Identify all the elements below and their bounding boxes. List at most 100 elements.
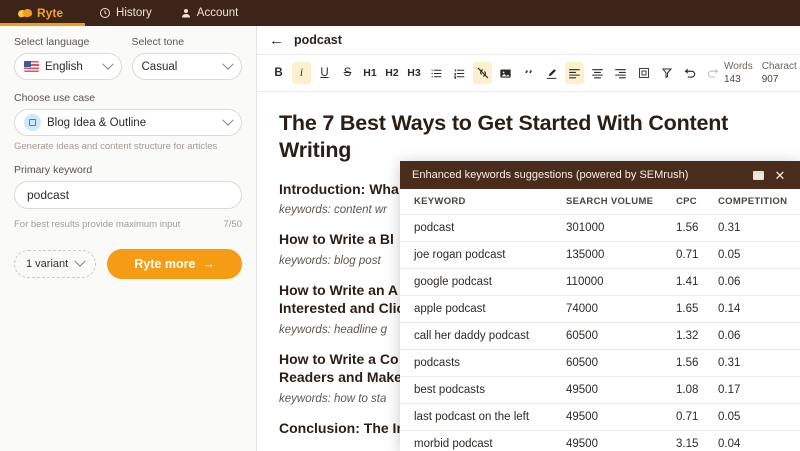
cell-keyword: podcast — [414, 222, 455, 234]
editor-counters: Words 143 Charact 907 — [724, 60, 799, 87]
keyword-table: KEYWORD SEARCH VOLUME CPC COMPETITION po… — [400, 189, 800, 451]
align-left-icon[interactable] — [565, 62, 584, 84]
section-keywords: keywords: blog post — [279, 254, 381, 267]
cell-competition: 0.06 — [718, 276, 741, 288]
primary-keyword-input[interactable]: podcast — [14, 181, 242, 209]
tone-select[interactable]: Casual — [131, 53, 242, 80]
close-icon[interactable]: ✕ — [774, 167, 786, 183]
top-navigation-bar: Ryte History Account — [0, 0, 800, 26]
heading-3-button[interactable]: H3 — [407, 67, 421, 79]
nav-item-account[interactable]: Account — [166, 0, 253, 26]
tone-label: Select tone — [131, 36, 185, 48]
cell-cpc: 1.32 — [676, 330, 699, 342]
redo-icon[interactable] — [703, 62, 722, 84]
language-value: English — [45, 60, 83, 73]
ryte-more-button[interactable]: Ryte more → — [107, 249, 242, 279]
table-row[interactable]: joe rogan podcast 135000 0.71 0.05 — [400, 242, 800, 269]
variant-select[interactable]: 1 variant — [14, 250, 97, 278]
quote-icon[interactable] — [519, 62, 538, 84]
chevron-down-icon — [222, 114, 234, 126]
ryte-more-label: Ryte more — [134, 257, 196, 271]
image-icon[interactable] — [496, 62, 515, 84]
bold-button[interactable]: B — [274, 67, 283, 79]
table-icon[interactable] — [634, 62, 653, 84]
heading-1-button[interactable]: H1 — [363, 67, 377, 79]
nav-item-ryte[interactable]: Ryte — [0, 0, 86, 26]
cell-cpc: 3.15 — [676, 438, 699, 450]
cell-volume: 135000 — [566, 249, 605, 261]
language-select[interactable]: English — [14, 53, 122, 80]
align-right-icon[interactable] — [611, 62, 630, 84]
cell-keyword: google podcast — [414, 276, 493, 288]
cell-competition: 0.05 — [718, 249, 741, 261]
section-keywords: keywords: content wr — [279, 204, 388, 217]
keyword-suggestions-panel: Enhanced keywords suggestions (powered b… — [400, 161, 800, 451]
section-heading: Introduction: Wha — [279, 180, 399, 197]
table-row[interactable]: last podcast on the left 49500 0.71 0.05 — [400, 404, 800, 431]
cell-keyword: podcasts — [414, 357, 461, 369]
us-flag-icon — [24, 61, 39, 72]
keyword-hint: For best results provide maximum input — [14, 219, 181, 230]
nav-item-ryte-label: Ryte — [37, 6, 64, 20]
back-arrow-icon[interactable]: ← — [269, 31, 284, 49]
cell-volume: 49500 — [566, 411, 598, 423]
chevron-down-icon — [222, 58, 234, 70]
panel-title: Enhanced keywords suggestions (powered b… — [412, 169, 689, 181]
bullet-list-icon[interactable] — [427, 62, 446, 84]
table-row[interactable]: best podcasts 49500 1.08 0.17 — [400, 377, 800, 404]
sidebar: Select language English Select tone Casu… — [0, 26, 257, 451]
italic-button[interactable]: i — [292, 62, 311, 84]
table-row[interactable]: podcast 301000 1.56 0.31 — [400, 215, 800, 242]
heading-2-button[interactable]: H2 — [385, 67, 399, 79]
underline-button[interactable]: U — [320, 67, 329, 79]
cell-volume: 60500 — [566, 357, 598, 369]
section-heading: How to Write an A Interested and Clic — [279, 281, 405, 317]
character-count: Charact 907 — [762, 60, 797, 87]
cell-volume: 301000 — [566, 222, 605, 234]
panel-header[interactable]: Enhanced keywords suggestions (powered b… — [400, 161, 800, 189]
table-row[interactable]: podcasts 60500 1.56 0.31 — [400, 350, 800, 377]
nav-item-account-label: Account — [196, 7, 239, 19]
nav-item-history[interactable]: History — [85, 0, 166, 26]
keyword-hint-row: For best results provide maximum input 7… — [14, 214, 242, 230]
keyword-field: Primary keyword podcast For best results… — [14, 164, 242, 230]
tone-field: Select tone Casual — [131, 36, 242, 80]
word-count: Words 143 — [724, 60, 753, 87]
pen-icon[interactable] — [542, 62, 561, 84]
word-count-value: 143 — [724, 74, 741, 85]
cell-competition: 0.06 — [718, 330, 741, 342]
usecase-select[interactable]: Blog Idea & Outline — [14, 109, 242, 136]
document-canvas[interactable]: The 7 Best Ways to Get Started With Cont… — [257, 92, 800, 451]
numbered-list-icon[interactable] — [450, 62, 469, 84]
section-heading: How to Write a Bl — [279, 231, 394, 248]
cell-cpc: 1.08 — [676, 384, 699, 396]
table-row[interactable]: google podcast 110000 1.41 0.06 — [400, 269, 800, 296]
keyword-counter: 7/50 — [223, 219, 243, 230]
language-field: Select language English — [14, 36, 122, 80]
keyword-label: Primary keyword — [14, 164, 93, 176]
cell-cpc: 1.65 — [676, 303, 699, 315]
character-count-value: 907 — [761, 74, 779, 85]
link-off-icon[interactable] — [473, 62, 492, 84]
ryte-logo-icon — [17, 7, 33, 19]
cell-competition: 0.17 — [718, 384, 741, 396]
blog-outline-icon — [24, 114, 41, 131]
minimize-icon[interactable] — [747, 164, 769, 186]
table-row[interactable]: apple podcast 74000 1.65 0.14 — [400, 296, 800, 323]
table-row[interactable]: morbid podcast 49500 3.15 0.04 — [400, 431, 800, 451]
nav-item-history-label: History — [116, 7, 152, 19]
cell-volume: 74000 — [566, 303, 598, 315]
align-center-icon[interactable] — [588, 62, 607, 84]
primary-keyword-value: podcast — [27, 188, 70, 202]
section-heading: How to Write a Co Readers and Make — [279, 350, 402, 386]
usecase-field: Choose use case Blog Idea & Outline Gene… — [14, 92, 242, 152]
table-row[interactable]: call her daddy podcast 60500 1.32 0.06 — [400, 323, 800, 350]
undo-icon[interactable] — [680, 62, 699, 84]
cell-cpc: 0.71 — [676, 411, 699, 423]
arrow-right-icon: → — [202, 257, 215, 271]
chevron-down-icon — [101, 58, 114, 70]
clear-format-icon[interactable] — [657, 62, 676, 84]
section-heading: Conclusion: The In — [279, 419, 405, 436]
cell-keyword: call her daddy podcast — [414, 330, 530, 342]
strikethrough-button[interactable]: S — [343, 67, 352, 79]
